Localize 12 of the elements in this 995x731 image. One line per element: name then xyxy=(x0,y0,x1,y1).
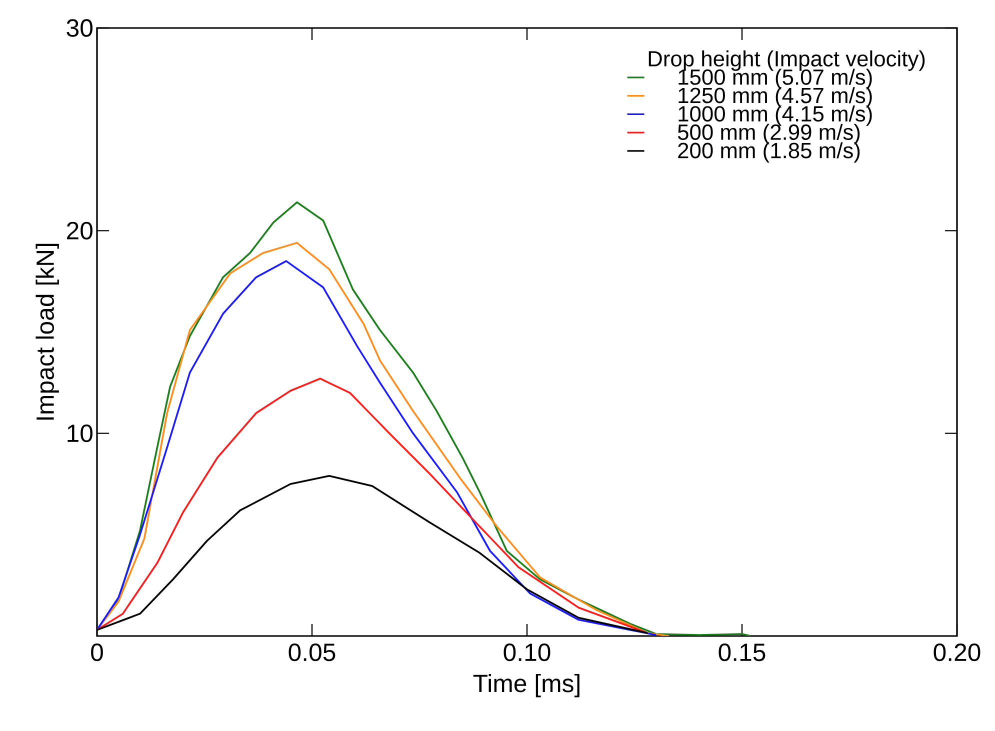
y-axis-title: Impact load [kN] xyxy=(36,244,59,420)
x-tick-label: 0.20 xyxy=(934,644,980,662)
x-tick-label: 0 xyxy=(91,644,103,662)
legend-label: 200 mm (1.85 m/s) xyxy=(678,142,860,163)
x-tick-label: 0.10 xyxy=(504,644,550,662)
legend-title: Drop height (Impact velocity) xyxy=(648,50,925,71)
x-tick-label: 0.15 xyxy=(718,644,766,662)
x-tick-label: 0.05 xyxy=(288,644,336,662)
x-axis-title: Time [ms] xyxy=(473,674,580,698)
y-tick-label: 30 xyxy=(66,19,92,37)
y-tick-label: 20 xyxy=(67,222,92,240)
y-tick-label: 10 xyxy=(68,424,92,442)
